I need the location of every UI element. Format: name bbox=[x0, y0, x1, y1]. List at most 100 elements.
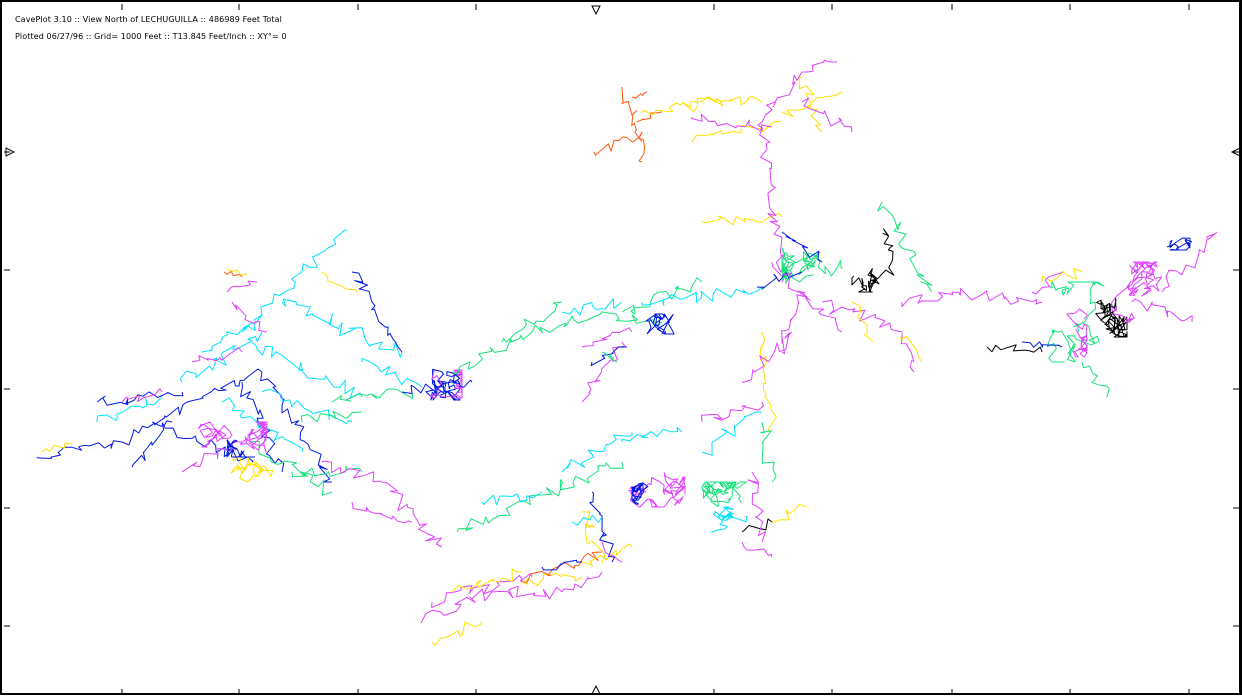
survey-line bbox=[250, 441, 333, 496]
survey-tangle bbox=[226, 439, 255, 458]
survey-line bbox=[986, 344, 1043, 353]
east-marker-icon bbox=[1230, 147, 1241, 157]
survey-line bbox=[741, 331, 793, 383]
survey-line bbox=[900, 331, 923, 363]
survey-line bbox=[593, 131, 643, 156]
south-marker-icon bbox=[591, 684, 601, 695]
grid-ticks bbox=[4, 4, 1241, 695]
survey-line bbox=[260, 371, 332, 483]
survey-line bbox=[801, 97, 853, 133]
survey-line bbox=[781, 231, 823, 263]
survey-line bbox=[851, 301, 873, 343]
survey-line bbox=[1081, 361, 1110, 398]
survey-line bbox=[231, 301, 268, 333]
survey-tangle bbox=[1066, 308, 1088, 358]
survey-line bbox=[191, 347, 243, 363]
survey-line bbox=[201, 321, 253, 353]
survey-tangle bbox=[429, 369, 463, 399]
survey-line bbox=[638, 131, 646, 163]
survey-line bbox=[300, 410, 363, 423]
survey-line bbox=[121, 388, 163, 403]
survey-line bbox=[1041, 267, 1083, 283]
survey-line bbox=[226, 267, 248, 276]
survey-line bbox=[701, 401, 764, 423]
survey-line bbox=[1021, 341, 1063, 348]
survey-line bbox=[561, 298, 623, 316]
survey-line bbox=[96, 391, 184, 406]
survey-line bbox=[226, 280, 258, 293]
survey-line bbox=[41, 442, 73, 453]
survey-line bbox=[821, 299, 903, 333]
survey-tangle bbox=[230, 454, 274, 483]
survey-line bbox=[601, 351, 618, 363]
survey-line bbox=[641, 97, 723, 115]
survey-line bbox=[756, 271, 803, 290]
survey-line bbox=[351, 501, 413, 524]
survey-line bbox=[759, 331, 777, 433]
survey-tangle bbox=[645, 313, 675, 335]
north-marker-icon bbox=[591, 5, 601, 16]
survey-line bbox=[600, 311, 663, 327]
survey-line bbox=[251, 341, 363, 399]
survey-line bbox=[701, 411, 763, 456]
survey-line bbox=[601, 541, 623, 563]
survey-line bbox=[521, 461, 624, 505]
survey-tangle bbox=[851, 228, 895, 293]
survey-line bbox=[420, 588, 493, 624]
survey-line bbox=[581, 341, 626, 403]
survey-line bbox=[321, 271, 358, 293]
survey-line bbox=[281, 298, 403, 358]
survey-line bbox=[451, 331, 533, 374]
survey-line bbox=[581, 511, 606, 564]
survey-line bbox=[401, 379, 473, 395]
survey-tangle bbox=[631, 482, 649, 505]
survey-line bbox=[521, 572, 583, 586]
survey-line bbox=[561, 571, 603, 593]
survey-line bbox=[431, 573, 533, 609]
survey-line bbox=[802, 59, 838, 73]
survey-line bbox=[481, 491, 543, 506]
survey-tangle bbox=[425, 368, 461, 401]
survey-line bbox=[451, 568, 523, 593]
survey-line bbox=[431, 621, 483, 646]
survey-line bbox=[781, 291, 808, 355]
survey-line bbox=[291, 465, 363, 478]
survey-line bbox=[541, 559, 583, 571]
survey-line bbox=[581, 327, 633, 348]
survey-line bbox=[901, 291, 954, 308]
survey-line bbox=[700, 286, 763, 302]
survey-line bbox=[621, 277, 703, 315]
survey-line bbox=[681, 95, 763, 108]
survey-line bbox=[1131, 298, 1193, 323]
survey-line bbox=[781, 91, 843, 118]
survey-line bbox=[1031, 271, 1063, 295]
survey-line bbox=[223, 270, 243, 278]
survey-line bbox=[571, 514, 603, 526]
survey-line bbox=[691, 113, 773, 132]
survey-lines bbox=[36, 59, 1218, 646]
survey-line bbox=[240, 381, 285, 473]
survey-line bbox=[798, 76, 823, 133]
survey-tangle bbox=[710, 506, 748, 533]
survey-line bbox=[877, 201, 933, 293]
survey-tangle bbox=[197, 421, 233, 448]
survey-line bbox=[621, 86, 643, 143]
survey-line bbox=[179, 331, 263, 383]
orientation-markers bbox=[5, 5, 1241, 695]
survey-line bbox=[1161, 231, 1218, 293]
survey-line bbox=[491, 585, 563, 600]
survey-tangle bbox=[1111, 261, 1162, 323]
survey-line bbox=[321, 460, 383, 483]
survey-tangle bbox=[701, 481, 747, 508]
survey-line bbox=[757, 121, 788, 283]
survey-tangle bbox=[628, 472, 686, 508]
survey-line bbox=[636, 111, 663, 123]
survey-line bbox=[501, 301, 563, 343]
survey-line bbox=[36, 440, 123, 459]
survey-line bbox=[589, 491, 616, 563]
plot-subtitle: Plotted 06/27/96 :: Grid= 1000 Feet :: T… bbox=[15, 32, 287, 41]
survey-line bbox=[691, 120, 783, 143]
survey-tangle bbox=[781, 247, 843, 284]
